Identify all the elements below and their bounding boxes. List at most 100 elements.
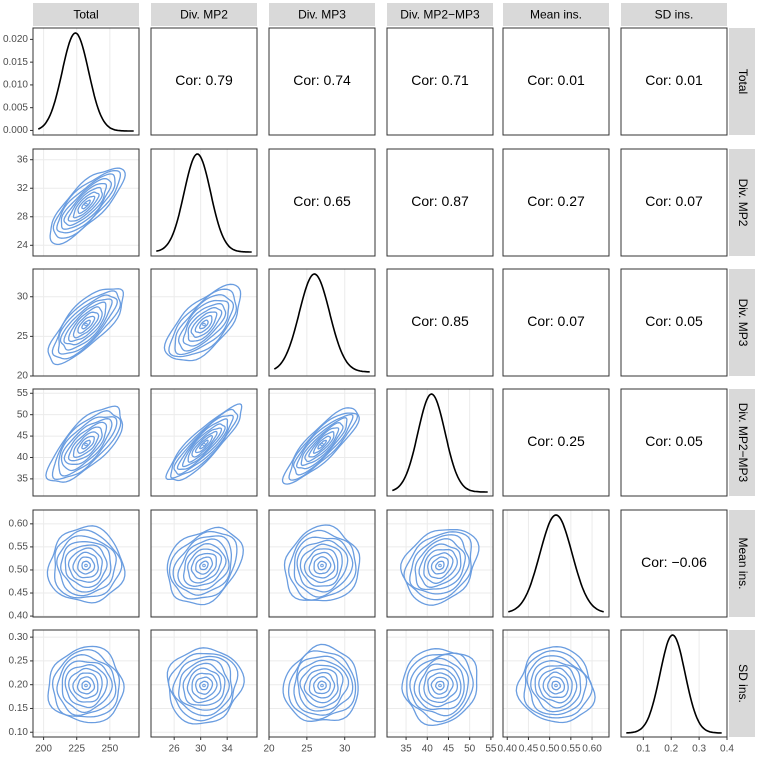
density-contour (52, 169, 122, 239)
density-contour (182, 662, 226, 706)
x-axis-tick-label: 30 (195, 744, 207, 755)
density-contour (191, 430, 218, 458)
density-contour (167, 652, 239, 722)
density-contour (438, 563, 442, 568)
density-contour (72, 311, 100, 339)
density-curve (37, 32, 134, 132)
density-contour (313, 556, 332, 575)
panel-border (502, 388, 610, 497)
density-contour (195, 556, 214, 575)
density-contour (84, 442, 88, 447)
density-contour (182, 543, 227, 587)
x-axis-tick-label: 0.4 (720, 744, 734, 755)
panel-background (503, 630, 609, 737)
panel-background (503, 389, 609, 496)
panel-border (386, 629, 494, 738)
density-contour (199, 560, 209, 571)
density-contour (45, 405, 124, 483)
density-contour (61, 660, 113, 714)
density-contour (60, 418, 113, 472)
density-contour (47, 288, 124, 366)
correlation-label: Cor: 0.85 (411, 313, 469, 329)
density-contour (51, 648, 121, 718)
x-axis-tick-label: 35 (401, 744, 413, 755)
panel-border (150, 148, 258, 257)
density-contour (165, 403, 243, 482)
density-contour (187, 548, 223, 584)
correlation-label: Cor: 0.27 (527, 193, 585, 209)
x-axis-tick-label: 0.50 (540, 744, 560, 755)
density-contour (54, 529, 123, 599)
density-contour (178, 658, 230, 711)
density-contour (46, 525, 126, 604)
panel-border (268, 148, 376, 257)
density-contour (174, 294, 235, 356)
x-axis-tick-label: 0.2 (664, 744, 678, 755)
density-contour (308, 671, 336, 699)
y-axis-tick-label: 32 (17, 183, 29, 194)
density-contour (77, 556, 96, 575)
density-contour (293, 536, 354, 598)
density-contour (202, 442, 206, 447)
density-contour (194, 315, 213, 334)
density-contour (84, 563, 88, 568)
density-contour (64, 664, 108, 709)
panel-border (502, 509, 610, 618)
density-contour (530, 660, 582, 713)
density-contour (172, 535, 233, 596)
density-contour (430, 556, 449, 575)
panel-background (621, 630, 727, 737)
density-contour (64, 544, 108, 589)
density-contour (67, 426, 103, 462)
panel-background (621, 389, 727, 496)
row-strip (729, 389, 755, 496)
panel-border (502, 629, 610, 738)
panel-background (621, 149, 727, 256)
panel-border (150, 509, 258, 618)
row-strip (729, 269, 755, 376)
density-contour (84, 202, 88, 207)
panel-border (32, 388, 140, 497)
correlation-label: Cor: 0.65 (293, 193, 351, 209)
column-strip-label: Div. MP2 (180, 8, 228, 22)
density-contour (199, 319, 209, 330)
panel-border (32, 27, 140, 136)
density-contour (423, 548, 458, 584)
density-contour (190, 311, 218, 338)
density-contour (51, 290, 122, 360)
density-contour (81, 439, 91, 450)
density-contour (194, 435, 214, 454)
density-contour (76, 676, 96, 695)
density-contour (296, 659, 350, 712)
panel-background (621, 28, 727, 135)
density-contour (406, 652, 474, 723)
density-contour (56, 173, 116, 234)
column-strip (269, 3, 375, 26)
panel-background (621, 510, 727, 617)
y-axis-tick-label: 35 (17, 474, 29, 485)
panel-border (268, 268, 376, 377)
y-axis-tick-label: 25 (17, 331, 29, 342)
density-contour (320, 442, 324, 447)
panel-border (150, 27, 258, 136)
y-axis-tick-label: 24 (17, 240, 29, 251)
y-axis-tick-label: 40 (17, 452, 29, 463)
panel-background (621, 269, 727, 376)
density-contour (199, 439, 209, 450)
y-axis-tick-label: 0.010 (3, 80, 28, 91)
row-strip (729, 149, 755, 256)
panel-background (387, 28, 493, 135)
panel-background (151, 269, 257, 376)
correlation-label: Cor: −0.06 (641, 554, 707, 570)
panel-background (503, 149, 609, 256)
density-contour (303, 548, 339, 584)
density-contour (182, 302, 227, 347)
panel-border (502, 27, 610, 136)
column-strip-label: Div. MP2−MP3 (400, 8, 480, 22)
panel-background (503, 269, 609, 376)
x-axis-tick-label: 0.45 (519, 744, 539, 755)
density-contour (81, 680, 92, 691)
density-contour (534, 665, 578, 709)
panel-border (386, 388, 494, 497)
y-axis-tick-label: 0.60 (9, 518, 29, 529)
